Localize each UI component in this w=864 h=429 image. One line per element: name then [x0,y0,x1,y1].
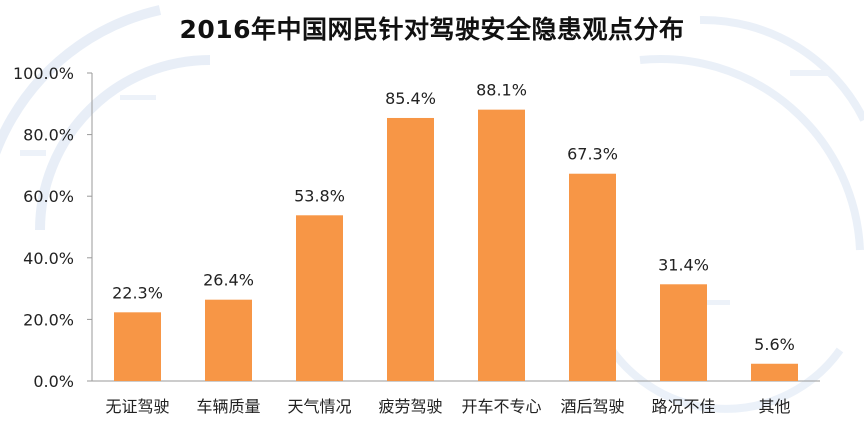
x-tick-label: 无证驾驶 [105,397,169,416]
data-label: 5.6% [754,335,795,354]
x-tick-label: 车辆质量 [196,397,260,416]
data-label: 22.3% [112,283,163,302]
x-tick-label: 路况不佳 [651,397,715,416]
x-tick-label: 开车不专心 [461,397,541,416]
bar [660,284,707,381]
x-tick-label: 其他 [758,397,790,416]
data-label: 85.4% [385,89,436,108]
bar [751,363,798,381]
y-tick-label: 80.0% [23,126,74,145]
y-tick-label: 0.0% [33,372,74,391]
bar [569,173,616,381]
chart-title: 2016年中国网民针对驾驶安全隐患观点分布 [179,15,685,44]
bar [114,312,161,381]
y-tick-label: 20.0% [23,310,74,329]
x-tick-label: 天气情况 [287,397,351,416]
bar [478,109,525,381]
data-label: 31.4% [658,255,709,274]
bar [387,117,434,381]
bar [296,215,343,381]
x-tick-label: 酒后驾驶 [560,397,624,416]
y-tick-label: 60.0% [23,187,74,206]
data-label: 26.4% [203,271,254,290]
bar [205,299,252,381]
data-label: 88.1% [476,81,527,100]
y-tick-label: 40.0% [23,249,74,268]
data-label: 67.3% [567,145,618,164]
y-tick-label: 100.0% [13,64,74,83]
data-label: 53.8% [294,186,345,205]
x-tick-label: 疲劳驾驶 [378,397,442,416]
